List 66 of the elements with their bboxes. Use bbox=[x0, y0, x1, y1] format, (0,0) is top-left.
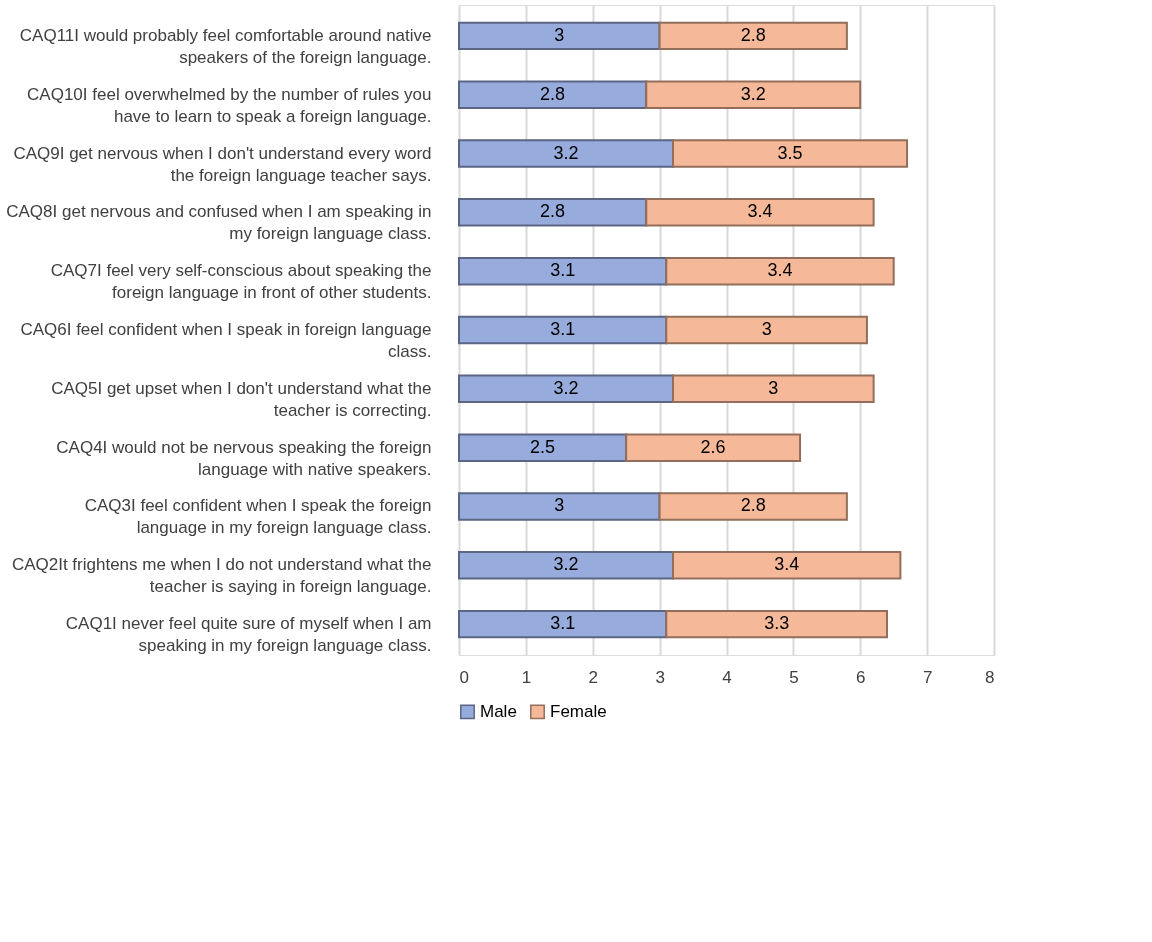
data-label: 3 bbox=[554, 24, 565, 45]
y-tick-label: CAQ10I feel overwhelmed by the number of rules you have to learn to speak a foreign language. bbox=[27, 84, 432, 126]
y-tick-label: CAQ11I would probably feel comfortable around native speakers of the foreign language. bbox=[19, 25, 432, 67]
data-label: 3.4 bbox=[774, 554, 800, 575]
bar bbox=[658, 21, 848, 51]
bar bbox=[658, 492, 848, 521]
data-label: 3 bbox=[554, 495, 565, 516]
bar bbox=[672, 139, 909, 168]
bar bbox=[458, 21, 661, 51]
y-tick-label: CAQ6I feel confident when I speak in foreign language class. bbox=[20, 320, 432, 361]
bar bbox=[458, 139, 674, 168]
bar bbox=[458, 198, 648, 227]
data-label: 2.8 bbox=[540, 201, 566, 222]
bar bbox=[458, 256, 668, 286]
x-tick-label: 7 bbox=[922, 667, 933, 687]
bar bbox=[458, 374, 674, 404]
bar bbox=[458, 80, 648, 109]
y-tick-label: CAQ7I feel very self-conscious about speaking the foreign language in front of other students. bbox=[50, 261, 432, 303]
data-label: 2.5 bbox=[530, 436, 556, 457]
data-label: 3.4 bbox=[767, 260, 793, 281]
bar bbox=[458, 315, 668, 345]
data-label: 3.1 bbox=[550, 319, 576, 339]
x-tick-label: 5 bbox=[789, 667, 799, 687]
data-label: 3.2 bbox=[553, 377, 579, 398]
data-label: 3 bbox=[761, 319, 772, 339]
x-tick-label: 4 bbox=[722, 667, 732, 687]
data-label: 2.6 bbox=[700, 436, 726, 457]
data-label: 3.4 bbox=[747, 201, 773, 222]
x-tick-label: 3 bbox=[655, 667, 665, 687]
y-tick-label: CAQ2It frightens me when I do not understand what the teacher is saying in foreign language. bbox=[11, 555, 432, 597]
x-tick-label: 0 bbox=[459, 667, 469, 687]
data-label: 3.2 bbox=[740, 83, 766, 104]
bar bbox=[672, 374, 875, 404]
bar bbox=[458, 609, 668, 639]
bar bbox=[458, 551, 674, 580]
bar bbox=[458, 433, 628, 462]
bar bbox=[625, 433, 802, 462]
bar bbox=[665, 609, 888, 639]
x-tick-label: 2 bbox=[588, 667, 598, 687]
bar bbox=[665, 256, 895, 286]
data-label: 2.8 bbox=[740, 495, 766, 516]
x-tick-label: 6 bbox=[856, 667, 866, 687]
data-label: 3.2 bbox=[553, 142, 579, 163]
bar bbox=[672, 551, 902, 580]
bar bbox=[645, 80, 862, 109]
data-label: 3.1 bbox=[550, 613, 576, 634]
data-label: 3.2 bbox=[553, 554, 579, 575]
data-label: 3.1 bbox=[550, 260, 576, 281]
y-tick-label: CAQ1I never feel quite sure of myself when I am speaking in my foreign language class. bbox=[65, 614, 432, 656]
bar bbox=[458, 492, 661, 521]
data-label: 3.5 bbox=[777, 142, 803, 163]
data-label: 2.8 bbox=[540, 83, 566, 104]
y-tick-label: CAQ9I get nervous when I don't understand every word the foreign language teacher says. bbox=[13, 143, 432, 185]
x-tick-label: 8 bbox=[985, 667, 995, 687]
y-tick-label: CAQ5I get upset when I don't understand what the teacher is correcting. bbox=[51, 378, 432, 420]
legend-label: Female bbox=[550, 701, 607, 721]
bar bbox=[665, 315, 868, 345]
data-label: 3 bbox=[768, 377, 779, 398]
x-tick-label: 1 bbox=[521, 667, 532, 687]
legend-label: Male bbox=[480, 701, 517, 721]
bar bbox=[645, 198, 875, 227]
data-label: 3.3 bbox=[764, 613, 790, 634]
y-tick-label: CAQ3I feel confident when I speak the foreign language in my foreign language class. bbox=[84, 496, 432, 538]
y-tick-label: CAQ8I get nervous and confused when I am speaking in my foreign language class. bbox=[6, 202, 432, 244]
data-label: 2.8 bbox=[740, 24, 766, 45]
y-tick-label: CAQ4I would not be nervous speaking the foreign language with native speakers. bbox=[56, 437, 432, 479]
